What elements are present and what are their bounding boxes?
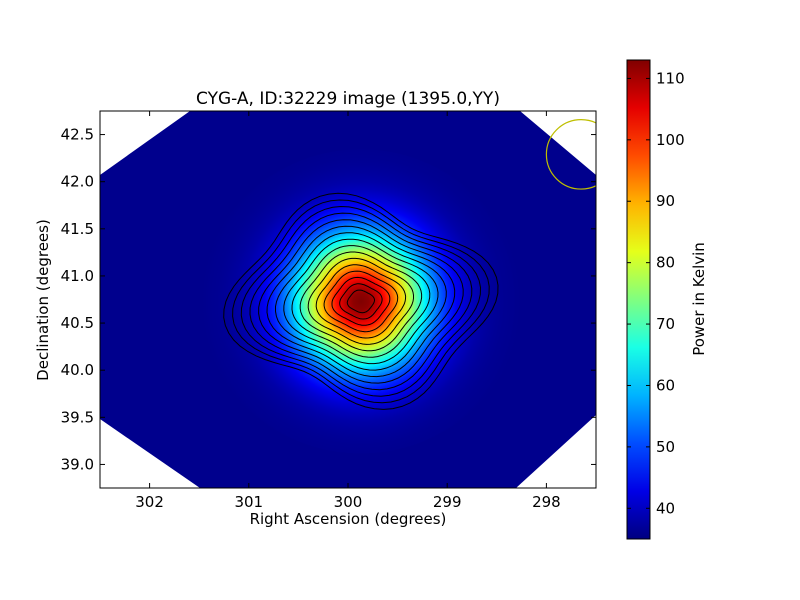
x-tick-label: 298: [532, 493, 561, 511]
x-tick-label: 300: [334, 493, 363, 511]
contour-line: [307, 257, 414, 345]
colorbar-tick-label: 100: [656, 131, 685, 149]
colorbar-frame: [626, 59, 651, 540]
contour-line: [275, 232, 447, 371]
contour-line: [232, 199, 490, 404]
x-axis-label: Right Ascension (degrees): [250, 510, 447, 528]
colorbar-tick-label: 110: [656, 69, 685, 87]
y-tick-label: 40.5: [61, 314, 94, 332]
colorbar-tick-label: 40: [656, 499, 675, 517]
sky-image: [100, 111, 596, 488]
source-emission: [200, 149, 521, 454]
colorbar-tick-label: 60: [656, 376, 675, 394]
contour-line: [258, 219, 464, 384]
beam-circle: [545, 119, 596, 190]
contour-line: [283, 238, 439, 365]
x-tick-label: 302: [135, 493, 164, 511]
y-tick-label: 39.5: [61, 408, 94, 426]
contour-line: [299, 251, 423, 352]
colorbar-tick-label: 90: [656, 192, 675, 210]
y-axis-ticks: 39.0 39.5 40.0 40.5 41.0 41.5 42.0 42.5: [61, 126, 596, 473]
x-tick-label: 299: [433, 493, 462, 511]
colorbar-tick-label: 50: [656, 438, 675, 456]
y-tick-label: 41.5: [61, 220, 94, 238]
y-tick-label: 41.0: [61, 267, 94, 285]
x-axis-ticks: 302 301 300 299 298: [135, 111, 561, 511]
contour-line: [223, 192, 499, 410]
source-glow: [200, 149, 521, 454]
contour-line: [323, 270, 399, 333]
x-tick-label: 301: [234, 493, 263, 511]
y-tick-label: 39.0: [61, 455, 94, 473]
contour-line: [331, 276, 391, 326]
contour-line: [315, 264, 407, 339]
contour-line: [249, 212, 473, 391]
contour-line: [346, 289, 375, 314]
y-tick-label: 42.5: [61, 126, 94, 144]
y-tick-label: 42.0: [61, 173, 94, 191]
colorbar-label: Power in Kelvin: [690, 242, 708, 356]
contour-line: [339, 283, 383, 320]
colorbar-tick-label: 70: [656, 315, 675, 333]
contour-line: [240, 205, 482, 397]
contour-lines: [223, 192, 499, 410]
colorbar-tick-label: 80: [656, 254, 675, 272]
y-tick-label: 40.0: [61, 361, 94, 379]
contour-line: [291, 245, 431, 358]
chart-title: CYG-A, ID:32229 image (1395.0,YY): [196, 89, 500, 109]
plot-area: 302 301 300 299 298 39.0 39.5 40.0 40.5 41.0 41.5…: [61, 110, 597, 511]
colorbar-gradient: [627, 60, 650, 539]
contour-line: [266, 225, 456, 378]
colorbar-ticks: 40 50 60 70 80 90 100 110: [627, 69, 685, 517]
y-axis-label: Declination (degrees): [34, 219, 52, 381]
colorbar: 40 50 60 70 80 90 100 110 Power in Kelvin: [626, 59, 708, 540]
